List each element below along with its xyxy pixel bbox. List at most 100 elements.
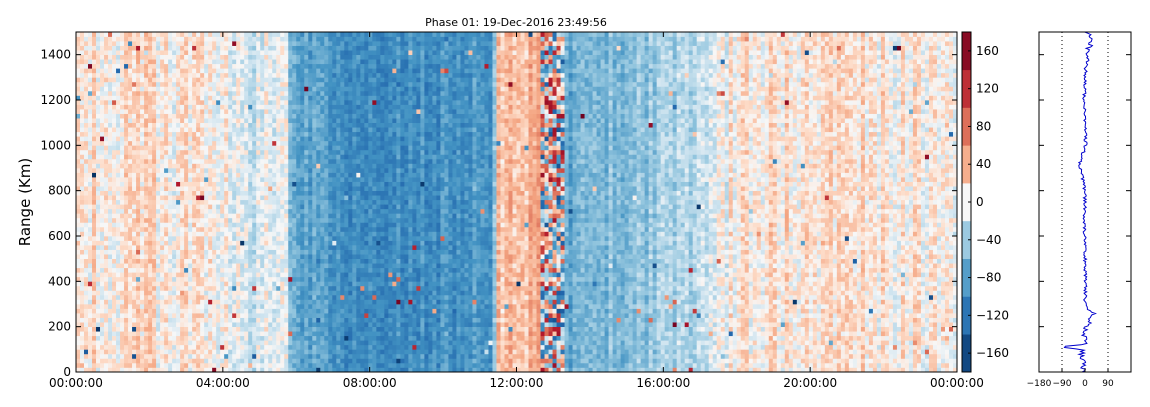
heatmap-cell [112, 72, 117, 78]
heatmap-cell [244, 195, 249, 201]
heatmap-cell [256, 213, 261, 219]
heatmap-cell [168, 63, 173, 69]
heatmap-cell [144, 113, 149, 119]
heatmap-cell [184, 358, 189, 364]
heatmap-cell [320, 154, 325, 160]
heatmap-cell [92, 340, 97, 346]
heatmap-cell [244, 127, 249, 133]
heatmap-cell [332, 313, 337, 318]
heatmap-cell [164, 181, 169, 187]
heatmap-cell [84, 195, 89, 201]
heatmap-cell [332, 258, 337, 264]
heatmap-cell [84, 95, 89, 101]
heatmap-cell [92, 308, 97, 314]
heatmap-cell [184, 258, 189, 264]
heatmap-cell [284, 236, 289, 241]
heatmap-cell [248, 154, 253, 160]
heatmap-cell [220, 154, 225, 160]
heatmap-cell [104, 177, 109, 182]
heatmap-cell [292, 335, 297, 341]
heatmap-cell [288, 140, 293, 146]
heatmap-cell [320, 104, 325, 110]
heatmap-cell [132, 367, 137, 373]
heatmap-cell [232, 213, 237, 219]
heatmap-cell [260, 299, 265, 305]
heatmap-cell [84, 258, 89, 264]
heatmap-cell [340, 304, 345, 309]
heatmap-cell [288, 63, 293, 69]
heatmap-cell [268, 68, 273, 74]
heatmap-cell [264, 254, 269, 260]
heatmap-cell [164, 217, 169, 223]
heatmap-cell [84, 308, 89, 314]
heatmap-cell [332, 208, 337, 214]
heatmap-cell [92, 195, 97, 201]
heatmap-cell [296, 290, 301, 296]
heatmap-cell [240, 213, 245, 219]
heatmap-cell [284, 163, 289, 169]
heatmap-cell [220, 213, 225, 219]
heatmap-cell [136, 290, 141, 296]
heatmap-cell [244, 204, 249, 210]
heatmap-cell [324, 72, 329, 78]
heatmap-cell [176, 226, 181, 232]
heatmap-cell [188, 272, 193, 278]
heatmap-cell [192, 331, 197, 337]
heatmap-cell [96, 349, 101, 355]
heatmap-cell [128, 222, 133, 228]
heatmap-cell [76, 54, 81, 60]
heatmap-cell [340, 276, 345, 282]
heatmap-cell [188, 32, 193, 37]
heatmap-cell [140, 81, 145, 87]
heatmap-cell [192, 258, 197, 264]
heatmap-cell [184, 208, 189, 214]
heatmap-cell [228, 222, 233, 228]
heatmap-cell [104, 231, 109, 237]
heatmap-cell [268, 322, 273, 328]
heatmap-cell [320, 181, 325, 187]
heatmap-cell [260, 95, 265, 101]
heatmap-cell [252, 308, 257, 314]
heatmap-cell [104, 335, 109, 341]
heatmap-cell [288, 281, 293, 287]
heatmap-cell [136, 154, 141, 160]
heatmap-cell [240, 353, 245, 359]
heatmap-cell [268, 304, 273, 309]
heatmap-cell [212, 285, 217, 291]
heatmap-cell [320, 190, 325, 196]
heatmap-cell [272, 281, 277, 287]
heatmap-cell [180, 308, 185, 314]
heatmap-cell [312, 104, 317, 110]
heatmap-cell [196, 317, 201, 323]
heatmap-cell [200, 281, 205, 287]
heatmap-cell [260, 317, 265, 323]
heatmap-cell [284, 154, 289, 160]
heatmap-cell [240, 81, 245, 87]
heatmap-cell [196, 109, 201, 114]
heatmap-cell [88, 177, 93, 182]
heatmap-cell [88, 72, 93, 78]
heatmap-cell [320, 54, 325, 60]
heatmap-cell [136, 263, 141, 269]
heatmap-cell [112, 254, 117, 260]
heatmap-cell [172, 177, 177, 182]
heatmap-cell [224, 222, 229, 228]
heatmap-cell [244, 154, 249, 160]
heatmap-cell [136, 349, 141, 355]
heatmap-cell [128, 226, 133, 232]
heatmap-cell [120, 81, 125, 87]
heatmap-cell [208, 222, 213, 228]
heatmap-cell [92, 208, 97, 214]
heatmap-cell [204, 136, 209, 142]
heatmap-cell [124, 213, 129, 219]
heatmap-cell [152, 358, 157, 364]
heatmap-cell [120, 154, 125, 160]
heatmap-cell [112, 240, 117, 246]
heatmap-cell [148, 100, 153, 105]
heatmap-cell [120, 131, 125, 137]
heatmap-cell [232, 90, 237, 96]
heatmap-cell [172, 226, 177, 232]
heatmap-cell [156, 90, 161, 96]
heatmap-cell [156, 127, 161, 133]
heatmap-cell [152, 299, 157, 305]
